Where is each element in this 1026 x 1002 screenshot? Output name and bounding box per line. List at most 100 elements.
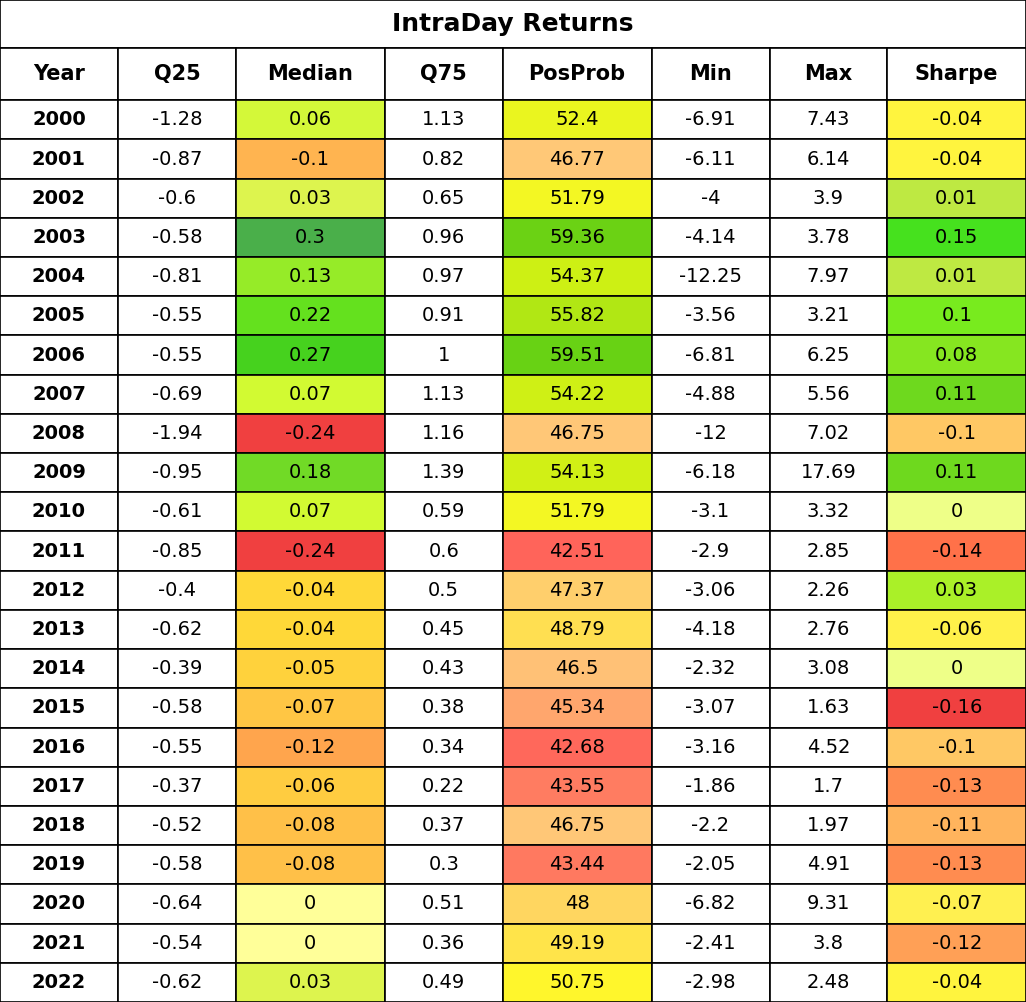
FancyBboxPatch shape [385,48,503,100]
Text: 0: 0 [305,895,316,914]
FancyBboxPatch shape [236,571,385,610]
Text: -0.1: -0.1 [291,149,329,168]
FancyBboxPatch shape [503,453,652,492]
FancyBboxPatch shape [770,531,887,571]
Text: -0.13: -0.13 [932,856,982,875]
FancyBboxPatch shape [887,649,1026,688]
FancyBboxPatch shape [118,610,236,649]
FancyBboxPatch shape [770,139,887,178]
Text: 2006: 2006 [32,346,86,365]
Text: 0.03: 0.03 [935,581,979,600]
Text: -0.06: -0.06 [932,620,982,639]
Text: -0.13: -0.13 [932,777,982,796]
Text: -4.18: -4.18 [685,620,736,639]
Text: 0: 0 [951,502,962,521]
FancyBboxPatch shape [770,453,887,492]
FancyBboxPatch shape [652,217,770,258]
FancyBboxPatch shape [236,453,385,492]
FancyBboxPatch shape [652,924,770,963]
FancyBboxPatch shape [0,258,118,297]
FancyBboxPatch shape [887,217,1026,258]
FancyBboxPatch shape [503,924,652,963]
FancyBboxPatch shape [503,336,652,375]
Text: -0.87: -0.87 [152,149,202,168]
FancyBboxPatch shape [0,100,118,139]
Text: -0.55: -0.55 [152,346,202,365]
Text: 1.13: 1.13 [422,385,466,404]
Text: 3.9: 3.9 [813,188,844,207]
Text: 0: 0 [951,659,962,678]
Text: -0.1: -0.1 [938,737,976,757]
FancyBboxPatch shape [236,217,385,258]
Text: 42.51: 42.51 [549,542,605,560]
Text: 0.82: 0.82 [422,149,466,168]
Text: -3.16: -3.16 [685,737,736,757]
Text: 45.34: 45.34 [549,698,605,717]
Text: 1.7: 1.7 [813,777,844,796]
FancyBboxPatch shape [385,571,503,610]
Text: 0.08: 0.08 [935,346,979,365]
Text: -0.07: -0.07 [285,698,336,717]
FancyBboxPatch shape [0,571,118,610]
FancyBboxPatch shape [770,806,887,845]
Text: 0.43: 0.43 [422,659,466,678]
Text: 54.37: 54.37 [549,268,605,287]
Text: 0.49: 0.49 [422,973,466,992]
FancyBboxPatch shape [770,492,887,531]
FancyBboxPatch shape [385,336,503,375]
FancyBboxPatch shape [0,845,118,885]
FancyBboxPatch shape [118,649,236,688]
FancyBboxPatch shape [0,297,118,336]
Text: 2009: 2009 [32,463,86,482]
FancyBboxPatch shape [118,100,236,139]
FancyBboxPatch shape [652,571,770,610]
FancyBboxPatch shape [236,258,385,297]
FancyBboxPatch shape [887,492,1026,531]
FancyBboxPatch shape [385,845,503,885]
Text: -0.16: -0.16 [932,698,982,717]
FancyBboxPatch shape [770,767,887,806]
Text: 0.03: 0.03 [288,973,332,992]
Text: -1.28: -1.28 [152,110,202,129]
Text: -0.58: -0.58 [152,698,202,717]
FancyBboxPatch shape [887,258,1026,297]
FancyBboxPatch shape [652,531,770,571]
Text: 0.5: 0.5 [428,581,460,600]
Text: -3.06: -3.06 [685,581,736,600]
FancyBboxPatch shape [503,688,652,727]
FancyBboxPatch shape [770,571,887,610]
Text: IntraDay Returns: IntraDay Returns [392,12,634,36]
FancyBboxPatch shape [0,531,118,571]
Text: -6.91: -6.91 [685,110,736,129]
Text: Max: Max [804,64,853,84]
Text: 3.8: 3.8 [813,934,844,953]
FancyBboxPatch shape [652,806,770,845]
FancyBboxPatch shape [0,375,118,414]
Text: 2.76: 2.76 [806,620,851,639]
FancyBboxPatch shape [0,963,118,1002]
FancyBboxPatch shape [887,845,1026,885]
Text: -0.6: -0.6 [158,188,196,207]
Text: 2017: 2017 [32,777,86,796]
Text: 2001: 2001 [32,149,86,168]
Text: -0.64: -0.64 [152,895,202,914]
FancyBboxPatch shape [0,48,118,100]
FancyBboxPatch shape [118,688,236,727]
FancyBboxPatch shape [118,963,236,1002]
Text: 17.69: 17.69 [800,463,857,482]
Text: 0.3: 0.3 [294,227,326,246]
Text: 9.31: 9.31 [806,895,851,914]
FancyBboxPatch shape [770,100,887,139]
FancyBboxPatch shape [118,297,236,336]
Text: 2021: 2021 [32,934,86,953]
FancyBboxPatch shape [652,297,770,336]
Text: -0.52: -0.52 [152,816,202,835]
Text: 0.06: 0.06 [288,110,332,129]
Text: 59.51: 59.51 [549,346,605,365]
FancyBboxPatch shape [652,139,770,178]
FancyBboxPatch shape [385,963,503,1002]
FancyBboxPatch shape [0,178,118,217]
FancyBboxPatch shape [770,649,887,688]
Text: -0.39: -0.39 [152,659,202,678]
FancyBboxPatch shape [118,924,236,963]
